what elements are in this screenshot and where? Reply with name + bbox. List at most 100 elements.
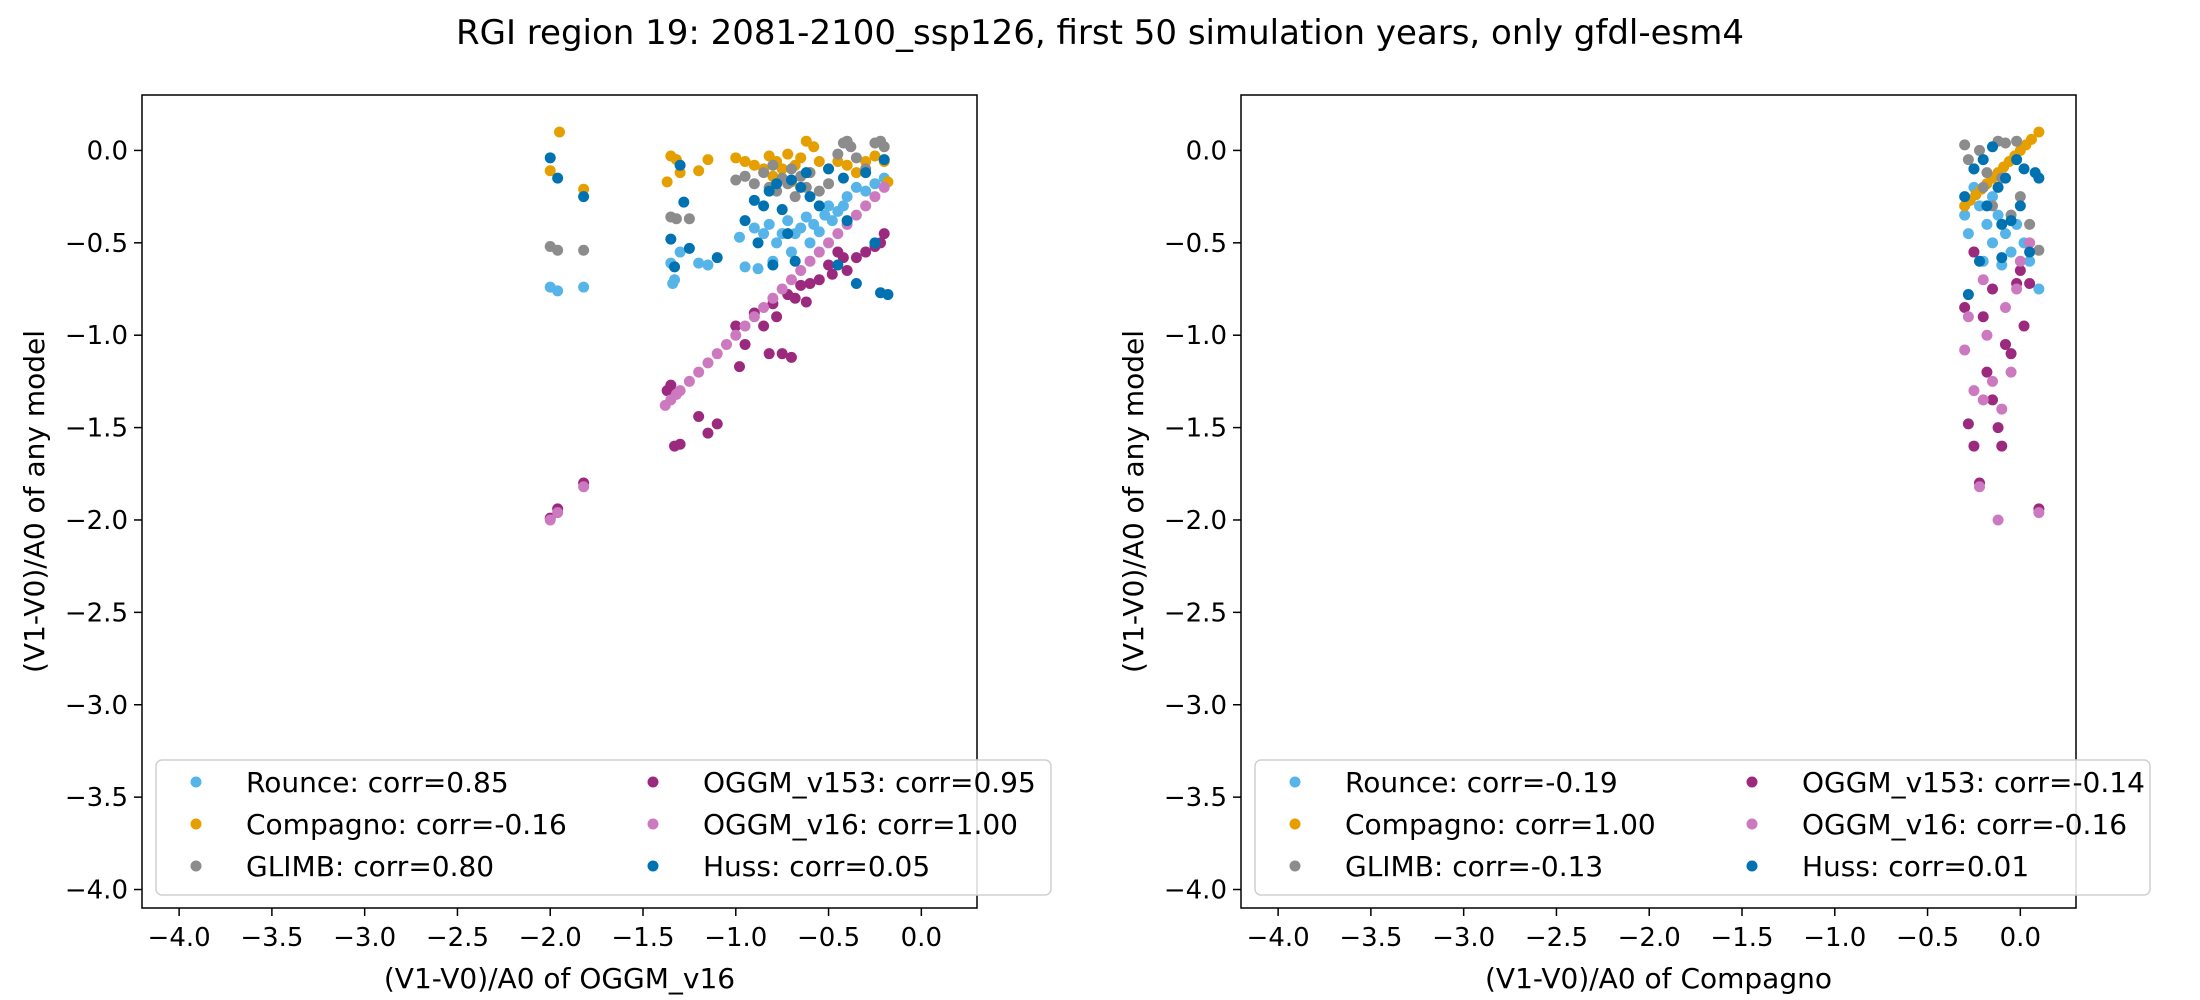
data-point [878, 141, 890, 153]
data-point [823, 178, 835, 190]
legend-marker [647, 818, 659, 830]
data-point [804, 277, 816, 289]
data-point [1959, 209, 1971, 221]
legend-label: OGGM_v153: corr=0.95 [703, 766, 1036, 799]
data-point [800, 211, 812, 223]
data-point [785, 174, 797, 186]
data-point [882, 289, 894, 301]
data-point [2014, 191, 2026, 203]
data-point [578, 191, 590, 203]
data-point [763, 185, 775, 197]
data-point [1981, 200, 1993, 212]
x-tick-label: −4.0 [1247, 923, 1310, 953]
data-point [823, 237, 835, 249]
data-point [841, 191, 853, 203]
data-point [702, 427, 714, 439]
data-point [808, 141, 820, 153]
data-point [1981, 366, 1993, 378]
data-point [1996, 252, 2008, 264]
data-point [841, 215, 853, 227]
data-point [841, 265, 853, 277]
data-point [752, 237, 764, 249]
data-point [748, 311, 760, 323]
data-point [748, 178, 760, 190]
data-point [1996, 440, 2008, 452]
data-point [850, 252, 862, 264]
data-point [845, 141, 857, 153]
data-point [739, 170, 751, 182]
data-point [804, 237, 816, 249]
data-point [674, 246, 686, 258]
data-point [850, 167, 862, 179]
legend-marker [1746, 860, 1758, 872]
data-point [1999, 137, 2011, 149]
data-point [1999, 301, 2011, 313]
legend-label: Compagno: corr=1.00 [1345, 808, 1656, 841]
data-point [1999, 338, 2011, 350]
legend-marker [1746, 818, 1758, 830]
legend-marker [190, 776, 202, 788]
legend-marker [190, 860, 202, 872]
y-axis-label: (V1-V0)/A0 of any model [18, 330, 51, 673]
data-point [669, 274, 681, 286]
data-point [552, 507, 564, 519]
data-point [1992, 209, 2004, 221]
data-point [776, 348, 788, 360]
data-point [813, 226, 825, 238]
data-point [752, 263, 764, 275]
data-point [674, 159, 686, 171]
data-point [878, 154, 890, 166]
series-glimb [1959, 135, 2045, 256]
data-point [782, 228, 794, 240]
figure-title: RGI region 19: 2081-2100_ssp126, first 5… [456, 13, 1744, 53]
y-tick-label: −0.5 [1164, 229, 1227, 259]
data-point [665, 233, 677, 245]
data-point [702, 357, 714, 369]
data-point [2011, 154, 2023, 166]
data-point [1959, 191, 1971, 203]
data-point [578, 481, 590, 493]
series-compagno [1959, 126, 2045, 212]
data-point [758, 200, 770, 212]
data-point [826, 268, 838, 280]
data-point [670, 213, 682, 225]
data-point [795, 279, 807, 291]
y-tick-label: −1.0 [1164, 321, 1227, 351]
series-rounce [544, 172, 890, 297]
legend-marker [647, 776, 659, 788]
data-point [2024, 218, 2036, 230]
data-point [850, 152, 862, 164]
data-point [711, 348, 723, 360]
data-point [837, 200, 849, 212]
data-point [785, 246, 797, 258]
data-point [578, 281, 590, 293]
legend-label: GLIMB: corr=-0.13 [1345, 850, 1603, 883]
data-point [771, 311, 783, 323]
data-point [860, 185, 872, 197]
data-point [813, 274, 825, 286]
x-tick-label: −1.5 [611, 923, 674, 953]
data-point [1968, 246, 1980, 258]
y-tick-label: −4.0 [65, 876, 128, 906]
data-point [832, 228, 844, 240]
data-point [850, 181, 862, 193]
data-point [702, 154, 714, 166]
data-point [721, 338, 732, 350]
legend: Rounce: corr=-0.19 Compagno: corr=1.00 GLI… [1254, 759, 2151, 896]
data-point [552, 172, 564, 184]
data-point [733, 361, 745, 373]
data-point [1999, 172, 2011, 184]
left-scatter-panel: −4.0 −3.5 −3.0 −2.5 −2.0 −1.5 −1.0 −0.5 0.0−4.0−… [18, 94, 1052, 995]
data-point [748, 222, 760, 234]
legend-label: OGGM_v16: corr=1.00 [703, 808, 1018, 841]
data-point [1992, 514, 2004, 526]
data-point [758, 167, 770, 179]
data-point [1977, 274, 1989, 286]
legend-marker [1289, 818, 1301, 830]
data-point [1977, 154, 1989, 166]
data-point [789, 191, 801, 203]
x-tick-label: −2.5 [1525, 923, 1588, 953]
data-point [1962, 418, 1974, 430]
legend-label: OGGM_v16: corr=-0.16 [1802, 808, 2127, 841]
data-point [2024, 277, 2036, 289]
